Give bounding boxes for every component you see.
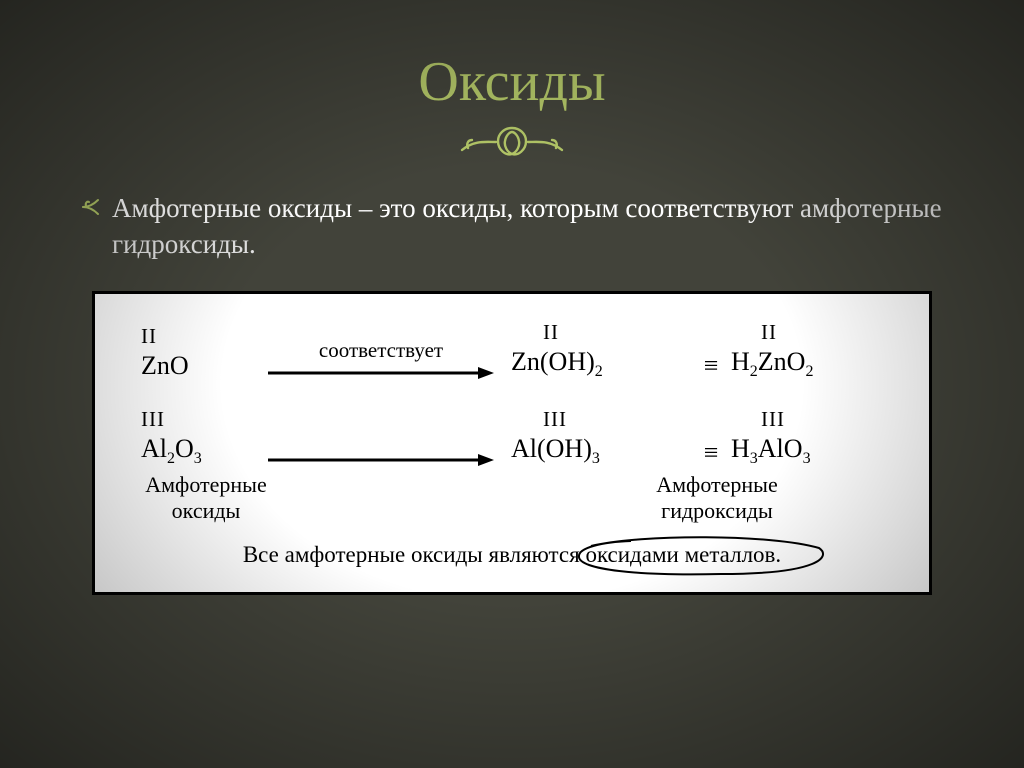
chem-row-1: II ZnO соответствует II Zn(OH)2 ≡ [121,320,903,381]
formula-mid-1: Zn(OH)2 [511,347,603,381]
under-label-right: Амфотерные гидроксиды [531,472,903,524]
roman-mid-2: III [511,407,567,432]
bullet-item: Амфотерные оксиды – это оксиды, которым … [80,190,944,263]
under-label-left-1: Амфотерные [121,472,291,498]
arrow-label-1: соответствует [319,338,443,363]
footer-circled: оксидами металлов. [585,542,781,568]
bullet-icon [80,196,102,223]
formula-left-1: ZnO [141,351,189,381]
under-label-right-1: Амфотерные [531,472,903,498]
flourish-icon [452,122,572,160]
roman-mid-1: II [511,320,559,345]
roman-left-2: III [141,407,165,432]
diagram-box: II ZnO соответствует II Zn(OH)2 ≡ [92,291,932,595]
formula-left-2: Al2O3 [141,434,202,468]
footer-circled-text: оксидами металлов. [585,542,781,567]
equiv-1: ≡ [704,351,719,381]
under-label-left-2: оксиды [121,498,291,524]
under-label-left: Амфотерные оксиды [121,472,291,524]
under-label-right-2: гидроксиды [531,498,903,524]
bullet-text-main: Амфотерные оксиды – это оксиды, которым … [112,193,800,223]
slide: Оксиды Амфотерные оксиды – это окс [0,0,1024,768]
arrow-icon [266,365,496,381]
footer-prefix: Все амфотерные оксиды являются [243,542,586,567]
roman-right-2: III [731,407,785,432]
roman-right-1: II [731,320,777,345]
roman-left-1: II [141,324,157,349]
bullet-text: Амфотерные оксиды – это оксиды, которым … [112,190,944,263]
under-labels: Амфотерные оксиды Амфотерные гидроксиды [121,472,903,524]
formula-right-1: H2ZnO2 [731,347,813,381]
slide-title: Оксиды [80,50,944,114]
formula-mid-2: Al(OH)3 [511,434,600,468]
ornament-divider [80,122,944,162]
arrow-icon [266,452,496,468]
chem-row-2: III Al2O3 III Al(OH)3 ≡ III [121,407,903,468]
formula-right-2: H3AlO3 [731,434,811,468]
equiv-2: ≡ [704,438,719,468]
footer-line: Все амфотерные оксиды являются оксидами … [121,542,903,568]
